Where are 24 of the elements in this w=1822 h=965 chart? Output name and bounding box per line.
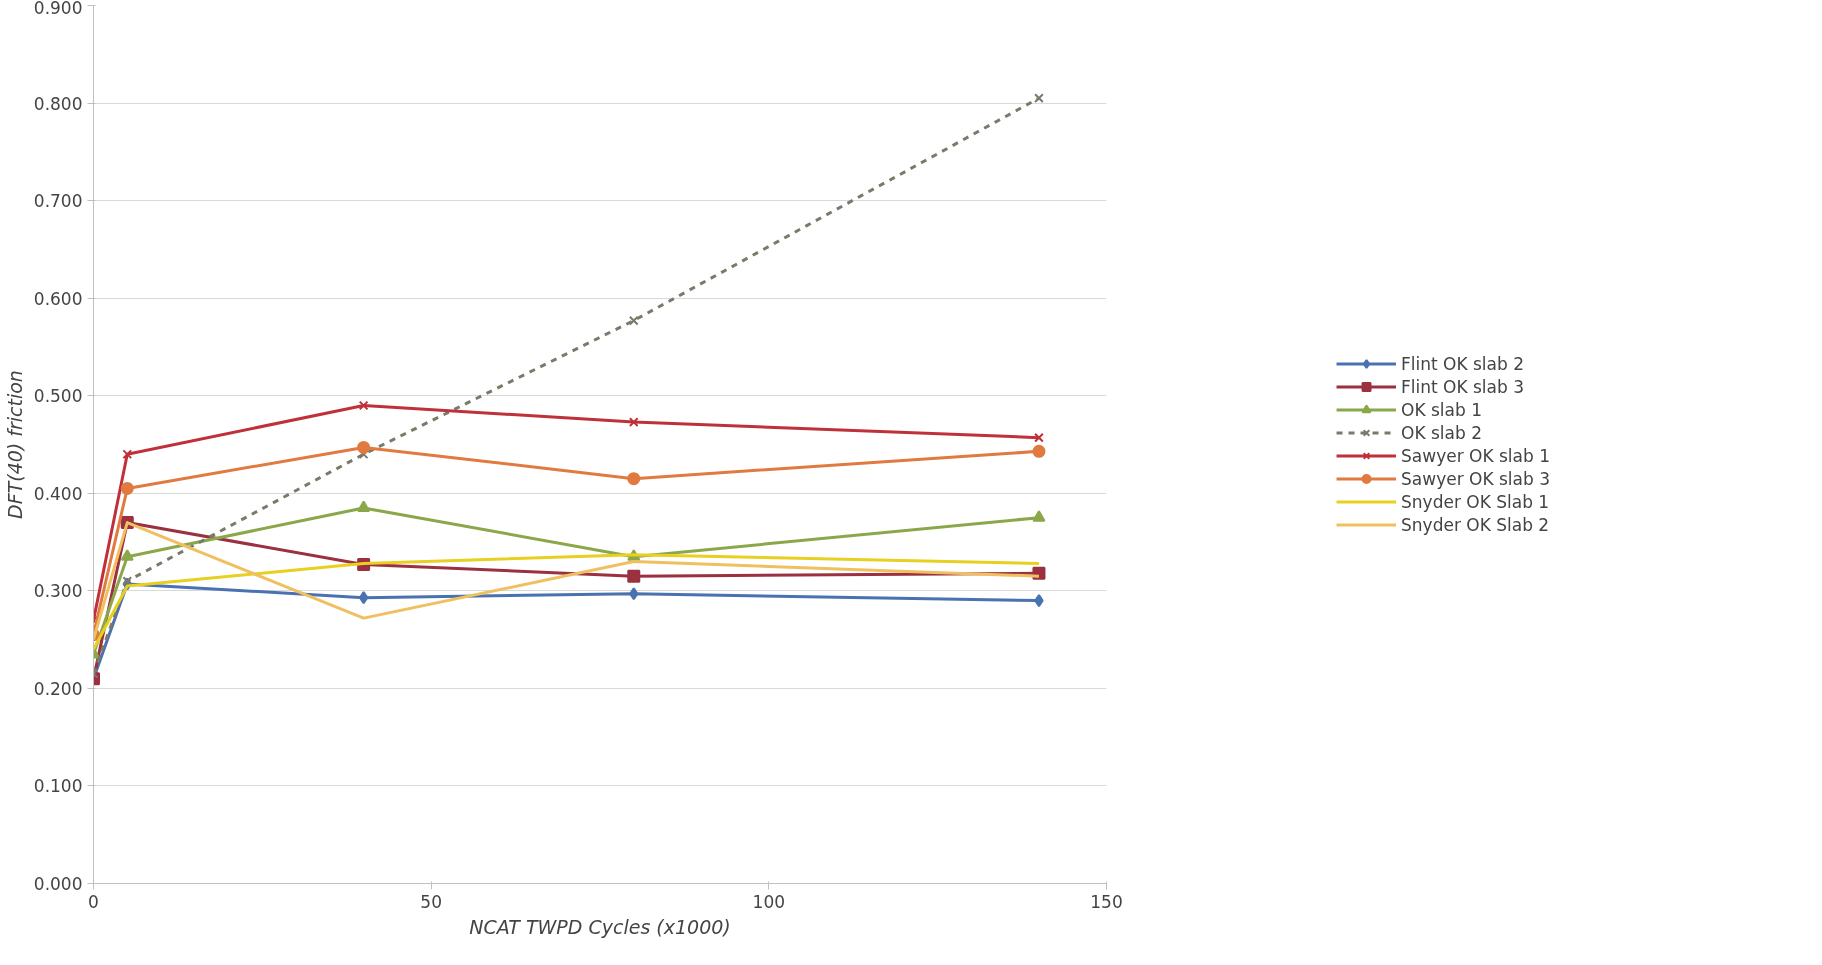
y-tick-label: 0.600 bbox=[33, 288, 83, 309]
y-tick-label: 0.400 bbox=[33, 483, 83, 504]
x-tick-label: 50 bbox=[420, 891, 442, 912]
y-tick-label: 0.800 bbox=[33, 93, 83, 114]
y-tick-label: 0.200 bbox=[33, 678, 83, 699]
y-tick-label: 0.500 bbox=[33, 386, 83, 407]
legend-label: Sawyer OK slab 3 bbox=[1401, 468, 1550, 489]
legend-label: OK slab 1 bbox=[1401, 399, 1482, 420]
x-tick-label: 150 bbox=[1090, 891, 1123, 912]
y-axis-title: DFT(40) friction bbox=[3, 370, 26, 519]
x-tick-label: 100 bbox=[752, 891, 786, 912]
x-axis-title: NCAT TWPD Cycles (x1000) bbox=[469, 915, 731, 938]
legend-label: Snyder OK Slab 1 bbox=[1401, 491, 1550, 512]
legend-label: OK slab 2 bbox=[1401, 422, 1482, 443]
y-tick-label: 0.900 bbox=[33, 0, 83, 18]
y-tick-label: 0.300 bbox=[33, 581, 83, 602]
legend-label: Flint OK slab 2 bbox=[1401, 353, 1525, 374]
y-tick-label: 0.000 bbox=[33, 874, 83, 894]
y-tick-label: 0.100 bbox=[33, 776, 83, 797]
y-tick-label: 0.700 bbox=[33, 191, 83, 212]
legend-label: Snyder OK Slab 2 bbox=[1401, 514, 1550, 535]
legend-label: Sawyer OK slab 1 bbox=[1401, 445, 1550, 466]
x-tick-label: 0 bbox=[88, 891, 99, 912]
legend-label: Flint OK slab 3 bbox=[1401, 376, 1525, 397]
